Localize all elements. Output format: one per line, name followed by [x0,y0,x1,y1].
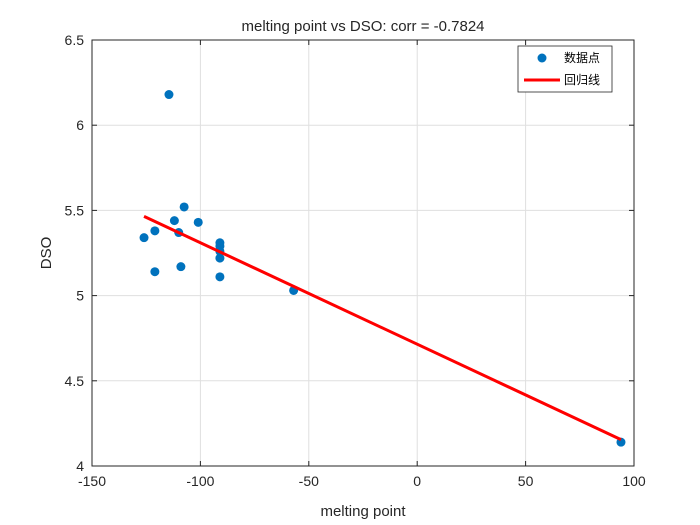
series-layer [139,90,626,447]
data-point [215,272,225,282]
y-tick-label: 6 [76,117,84,133]
legend-marker-data-points [537,53,547,63]
x-axis-label: melting point [320,503,406,520]
legend: 数据点 回归线 [517,45,613,93]
data-point [139,233,149,243]
x-tick-label: 100 [622,473,646,489]
data-point [179,202,189,212]
chart-title: melting point vs DSO: corr = -0.7824 [241,18,484,35]
legend-box [517,45,613,93]
x-tick-label: 0 [413,473,421,489]
x-tick-label: -50 [299,473,319,489]
legend-label-regression-line: 回归线 [564,73,600,87]
data-point [150,226,160,236]
x-tick-label: -150 [78,473,106,489]
data-point [164,90,174,100]
data-point [169,216,179,226]
axes-box [91,39,635,467]
y-tick-label: 5.5 [65,202,85,218]
grid-lines [91,39,635,467]
y-tick-label: 4 [76,458,84,474]
data-point [193,217,203,227]
axis-ticks: -150 -100 -50 0 50 100 4 4.5 5 5.5 6 6.5 [65,32,646,489]
legend-label-data-points: 数据点 [564,50,600,65]
y-axis-label: DSO [38,237,55,270]
x-tick-label: -100 [186,473,214,489]
y-tick-label: 6.5 [65,32,85,48]
x-tick-label: 50 [518,473,534,489]
data-point [176,262,186,272]
data-point [150,267,160,277]
data-point [215,253,225,263]
regression-line [143,215,622,441]
y-tick-label: 4.5 [65,373,85,389]
plot-area [92,40,634,466]
y-tick-label: 5 [76,288,84,304]
